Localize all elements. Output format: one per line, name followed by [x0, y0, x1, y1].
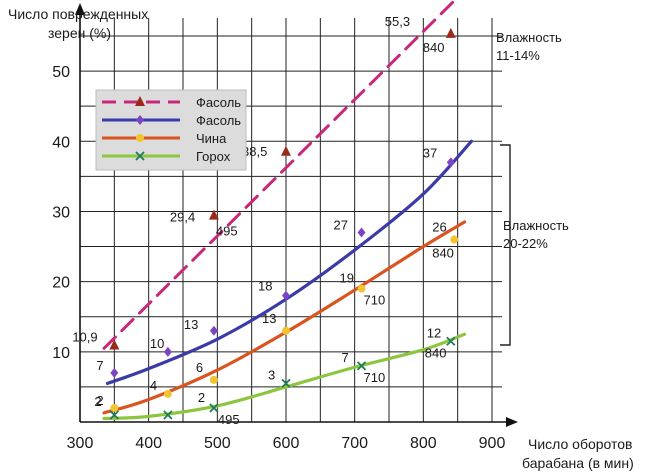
y-axis-title-line-1: Число поврежденных [8, 6, 148, 22]
legend-marker-circle [136, 134, 144, 142]
humidity-low-value: 11-14% [496, 48, 540, 63]
annotations: Влажность 11-14% Влажность 20-22% [496, 30, 569, 346]
point-marker-triangle [208, 209, 219, 220]
point-label: 2 [198, 390, 205, 405]
point-label: 37 [423, 145, 437, 160]
point-label: 55,3 [385, 14, 410, 29]
legend-label-2: Фасоль [196, 113, 241, 128]
legend-label-4: Горох [196, 149, 231, 164]
point-label: 10 [150, 336, 164, 351]
legend-label-3: Чина [196, 131, 227, 146]
point-marker-circle [282, 326, 290, 335]
point-label: 2 [94, 394, 101, 409]
point-labels: 10,929,449538,555,3840710131827372461319… [72, 14, 454, 427]
x-axis-title-line-1: Число оборотов [528, 436, 633, 452]
point-marker-diamond [110, 367, 119, 378]
point-marker-x [356, 361, 367, 371]
point-label: 38,5 [242, 144, 267, 159]
point-label: 4 [150, 378, 157, 393]
legend-label-1: Фасоль [196, 95, 241, 110]
series-line-1 [102, 0, 458, 350]
point-marker-circle [110, 403, 119, 412]
legend-marker-triangle [135, 96, 145, 106]
y-axis-title-line-2: зерен (%) [48, 25, 111, 41]
point-marker-circle [357, 284, 366, 293]
point-marker-diamond [209, 325, 218, 336]
point-marker-circle [163, 389, 172, 398]
point-label: 3 [268, 367, 275, 382]
point-label: 2 [96, 393, 103, 408]
point-marker-triangle [281, 145, 291, 156]
x-tick-label: 800 [410, 435, 437, 452]
axes [75, 3, 518, 427]
y-axis-arrow [75, 3, 85, 15]
point-marker-x [163, 410, 173, 420]
tick-labels: 300 400 500 600 700 800 900 10 20 30 40 50 [52, 64, 505, 452]
point-label: 6 [196, 360, 203, 375]
point-marker-triangle [109, 339, 120, 350]
point-label: 495 [218, 412, 240, 427]
x-axis-arrow [506, 417, 518, 427]
point-marker-x [446, 336, 456, 346]
point-label: 710 [364, 293, 386, 308]
point-label: 13 [184, 317, 198, 332]
point-marker-triangle [445, 27, 456, 38]
point-label: 7 [96, 358, 103, 373]
point-label: 29,4 [170, 210, 195, 225]
point-label: 12 [427, 325, 441, 340]
point-marker-diamond [446, 157, 455, 168]
point-label: 13 [262, 311, 276, 326]
y-tick-label: 30 [52, 204, 70, 221]
point-label: 840 [432, 246, 454, 261]
humidity-low-label: Влажность [496, 30, 562, 45]
x-tick-label: 300 [67, 435, 94, 452]
x-tick-label: 700 [341, 435, 368, 452]
point-marker-circle [209, 375, 218, 384]
x-tick-label: 500 [204, 435, 231, 452]
point-marker-circle [450, 235, 459, 244]
point-label: 710 [364, 370, 386, 385]
point-marker-diamond [357, 227, 366, 238]
point-label: 18 [258, 279, 272, 294]
point-label: 7 [342, 350, 349, 365]
point-label: 27 [334, 218, 348, 233]
point-marker-x [109, 410, 119, 420]
point-label: 19 [340, 271, 354, 286]
y-tick-label: 10 [52, 345, 70, 362]
y-tick-label: 20 [52, 275, 70, 292]
humidity-high-bracket [500, 144, 511, 346]
point-marker-diamond [282, 290, 290, 301]
y-tick-label: 50 [52, 64, 70, 81]
point-label: 840 [423, 40, 445, 55]
point-label: 495 [216, 224, 238, 239]
point-marker-diamond [163, 346, 172, 357]
series-lines [102, 0, 473, 421]
series-markers [109, 27, 459, 420]
point-marker-x [281, 378, 291, 389]
point-marker-x [209, 403, 219, 413]
humidity-high-value: 20-22% [503, 236, 548, 251]
legend-marker-x [135, 151, 145, 161]
series-line-2 [105, 139, 473, 385]
x-tick-label: 400 [135, 435, 162, 452]
legend: Фасоль Фасоль Чина Горох [95, 89, 247, 171]
point-label: 10,9 [72, 330, 97, 345]
humidity-high-label: Влажность [503, 218, 569, 233]
axis-titles: Число поврежденных зерен (%) Число оборото… [8, 6, 634, 471]
point-label: 840 [425, 345, 447, 360]
x-axis-title-line-2: барабана (в мин) [522, 455, 634, 471]
point-label: 26 [432, 220, 446, 235]
legend-marker-diamond [136, 115, 144, 125]
x-tick-label: 900 [479, 435, 506, 452]
y-tick-label: 40 [52, 134, 70, 151]
x-tick-label: 600 [273, 435, 300, 452]
series-line-4 [102, 332, 467, 421]
